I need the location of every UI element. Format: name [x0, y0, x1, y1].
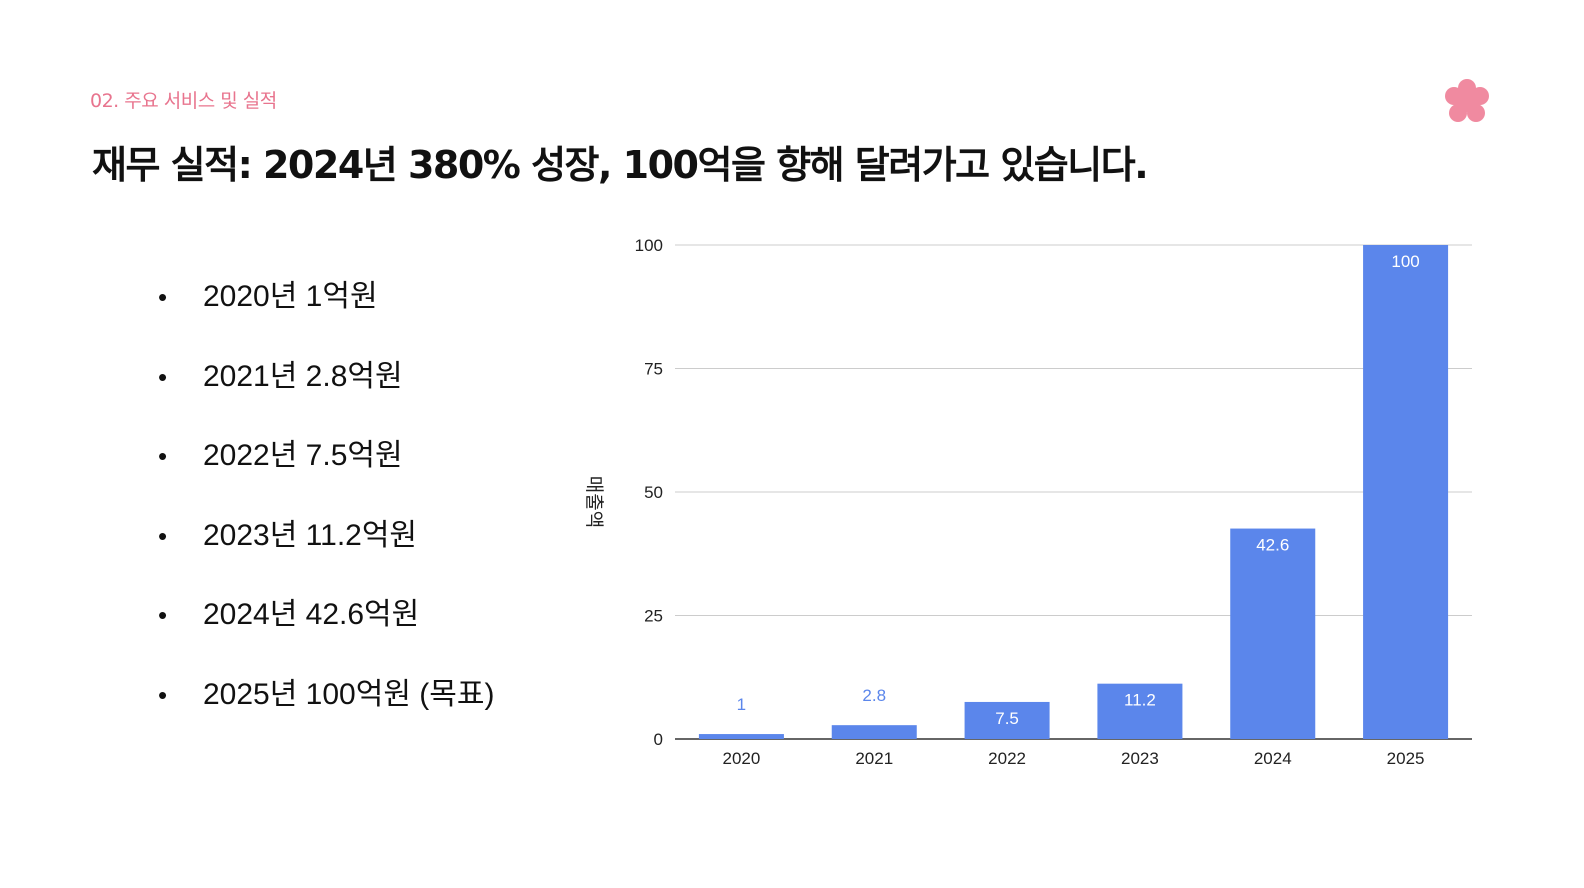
data-label: 100: [1391, 252, 1419, 271]
revenue-bullet-list: • 2020년 1억원 • 2021년 2.8억원 • 2022년 7.5억원 • 20…: [158, 272, 494, 749]
bar: [1097, 683, 1183, 739]
chart-x-ticks: 2020 2021 2022 2023 2024 2025: [723, 749, 1425, 768]
bullet-text: 2023년 11.2억원: [203, 518, 418, 552]
section-label: 02. 주요 서비스 및 실적: [90, 90, 277, 112]
x-tick-label: 2021: [855, 749, 893, 768]
data-label: 42.6: [1256, 536, 1289, 555]
bullet-text: 2024년 42.6억원: [203, 598, 420, 631]
bar: [831, 725, 917, 739]
bullet-dot: •: [158, 679, 168, 710]
flower-icon: [1445, 79, 1489, 122]
y-tick-label: 75: [644, 360, 663, 379]
bar: [698, 734, 784, 739]
list-item: • 2022년 7.5억원: [158, 431, 494, 511]
list-item: • 2023년 11.2억원: [158, 511, 494, 591]
y-tick-label: 50: [644, 483, 663, 502]
y-tick-label: 100: [635, 236, 663, 255]
y-tick-label: 0: [654, 730, 663, 749]
data-label: 11.2: [1124, 691, 1156, 710]
bullet-dot: •: [158, 520, 168, 551]
bullet-dot: •: [158, 282, 168, 312]
list-item: • 2021년 2.8억원: [158, 352, 494, 432]
bullet-text: 2022년 7.5억원: [203, 439, 403, 472]
bar: [964, 701, 1050, 739]
bullet-text: 2025년 100억원 (목표): [203, 677, 495, 711]
bullet-text: 2021년 2.8억원: [203, 359, 403, 393]
x-tick-label: 2020: [723, 749, 761, 768]
x-tick-label: 2025: [1387, 749, 1425, 768]
list-item: • 2024년 42.6억원: [158, 590, 494, 670]
bullet-text: 2020년 1억원: [203, 280, 378, 313]
data-label: 1: [737, 695, 746, 714]
list-item: • 2020년 1억원: [158, 272, 494, 352]
chart-y-ticks: 0 25 50 75 100: [635, 236, 663, 749]
data-label: 2.8: [862, 686, 886, 705]
data-label: 7.5: [995, 709, 1019, 728]
x-tick-label: 2023: [1121, 749, 1159, 768]
bullet-dot: •: [158, 600, 168, 630]
bar: [1230, 528, 1316, 739]
bullet-dot: •: [158, 361, 168, 392]
chart-bars: [698, 245, 1449, 739]
x-tick-label: 2022: [988, 749, 1026, 768]
bar: [1363, 245, 1449, 739]
chart-grid: [675, 244, 1472, 740]
x-tick-label: 2024: [1254, 749, 1292, 768]
list-item: • 2025년 100억원 (목표): [158, 670, 494, 750]
y-axis-label: 매출액: [583, 476, 605, 528]
bullet-dot: •: [158, 441, 168, 471]
y-tick-label: 25: [644, 607, 663, 626]
chart-data-labels: 1 2.8 7.5 11.2 42.6 100: [737, 252, 1420, 728]
page-title: 재무 실적: 2024년 380% 성장, 100억을 향해 달려가고 있습니다…: [92, 143, 1149, 187]
